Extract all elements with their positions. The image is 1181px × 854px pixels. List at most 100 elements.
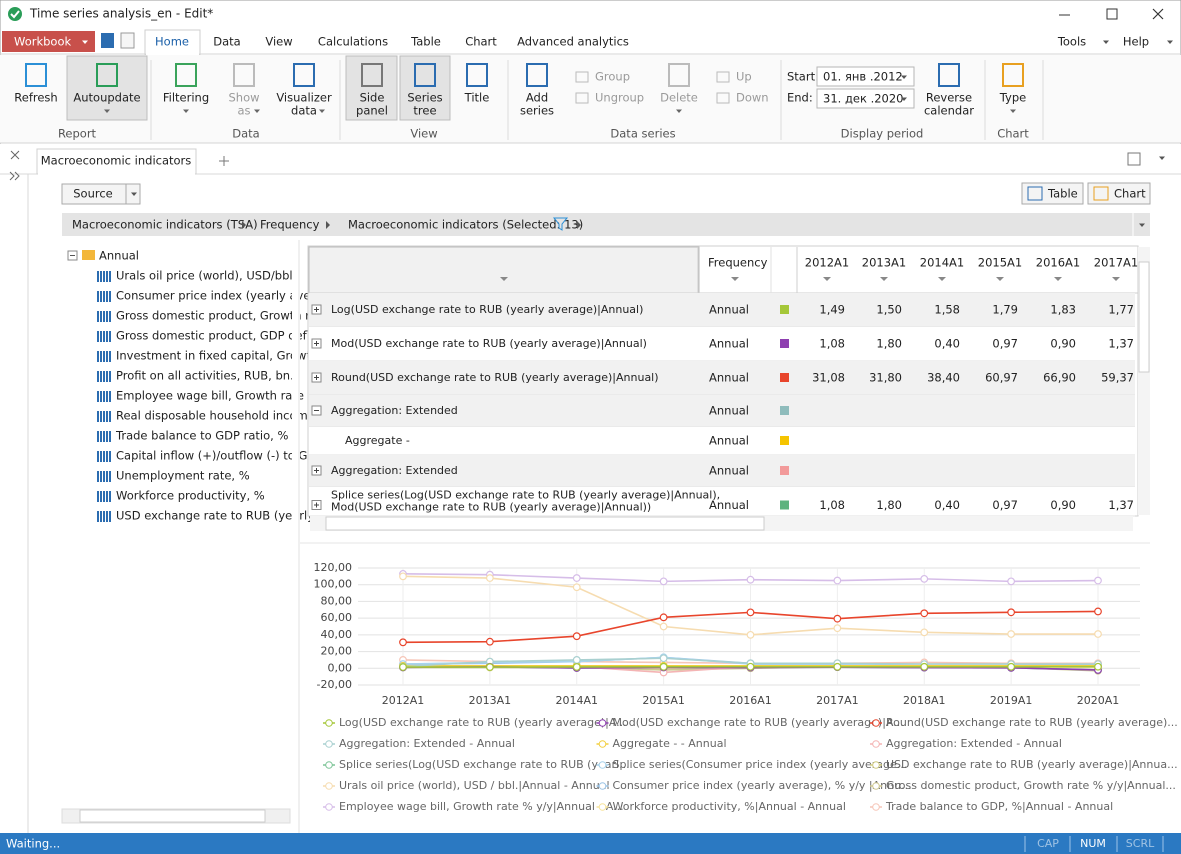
column-header[interactable]: 2016A1 <box>1036 256 1080 270</box>
tree-item[interactable]: Workforce productivity, % <box>116 489 265 503</box>
legend-label[interactable]: Splice series(Consumer price index (year… <box>613 758 908 771</box>
legend-label[interactable]: Aggregate - - Annual <box>613 737 727 750</box>
ribbon-button[interactable]: Filtering <box>163 91 209 105</box>
button-icon <box>466 63 488 87</box>
row-name[interactable]: Mod(USD exchange rate to RUB (yearly ave… <box>331 337 647 350</box>
close-panel[interactable] <box>10 150 20 160</box>
row-name[interactable]: Mod(USD exchange rate to RUB (yearly ave… <box>331 501 651 514</box>
tree-item[interactable]: Trade balance to GDP ratio, % <box>115 429 288 443</box>
workbook-button[interactable] <box>2 31 95 52</box>
legend-label[interactable]: Workforce productivity, %|Annual - Annua… <box>613 800 846 813</box>
column-filter <box>1054 277 1062 281</box>
tree-item[interactable]: Capital inflow (+)/outflow (-) to GI <box>116 449 311 463</box>
legend-label[interactable]: Employee wage bill, Growth rate % y/y|An… <box>339 800 624 813</box>
tree-item[interactable]: Employee wage bill, Growth rate % <box>116 389 319 403</box>
tree-item[interactable]: Gross domestic product, GDP defl <box>116 329 310 343</box>
legend-label[interactable]: Round(USD exchange rate to RUB (yearly a… <box>886 716 1178 729</box>
ribbon-button[interactable]: Refresh <box>14 91 57 105</box>
ribbon-tab[interactable]: Advanced analytics <box>517 35 629 49</box>
legend-label[interactable]: Mod(USD exchange rate to RUB (yearly ave… <box>613 716 904 729</box>
tree-node[interactable]: Annual <box>99 249 139 263</box>
breadcrumb-item[interactable]: Macroeconomic indicators (TSA) <box>72 218 258 232</box>
workbook-label[interactable]: Workbook <box>14 35 71 49</box>
tree-item[interactable]: Profit on all activities, RUB, bn. <box>116 369 294 383</box>
legend-label[interactable]: USD exchange rate to RUB (yearly average… <box>886 758 1178 771</box>
ribbon-button[interactable]: Delete <box>660 91 698 105</box>
ribbon-button[interactable]: panel <box>356 104 388 118</box>
legend-label[interactable]: Urals oil price (world), USD / bbl.|Annu… <box>339 779 610 792</box>
row-name[interactable]: Aggregation: Extended <box>331 464 458 477</box>
tree-item[interactable]: Unemployment rate, % <box>116 469 250 483</box>
legend-label[interactable]: Aggregation: Extended - Annual <box>339 737 515 750</box>
ribbon-small-button[interactable]: Up <box>736 70 752 84</box>
ribbon-button[interactable]: Title <box>464 91 490 105</box>
ribbon-button[interactable]: Autoupdate <box>73 91 140 105</box>
ribbon-button[interactable]: Show <box>228 91 259 105</box>
legend-label[interactable]: Trade balance to GDP, %|Annual - Annual <box>885 800 1113 813</box>
row-name[interactable]: Aggregate - <box>345 434 410 447</box>
ribbon-button[interactable]: Visualizer <box>276 91 332 105</box>
legend-label[interactable]: Consumer price index (yearly average), %… <box>613 779 912 792</box>
date-combo[interactable] <box>816 88 915 109</box>
column-header[interactable]: Frequency <box>708 256 768 270</box>
date-combo[interactable] <box>816 66 915 87</box>
row-name[interactable]: Splice series(Log(USD exchange rate to R… <box>331 489 720 502</box>
tree-item[interactable]: Real disposable household incom <box>116 409 308 423</box>
row-name[interactable]: Log(USD exchange rate to RUB (yearly ave… <box>331 303 643 316</box>
ribbon-small-button[interactable]: Ungroup <box>595 91 644 105</box>
filter-icon[interactable] <box>552 217 569 231</box>
ribbon-small-button[interactable]: Group <box>595 70 630 84</box>
dropdown-arrow <box>901 75 907 79</box>
document-tab-label[interactable]: Macroeconomic indicators <box>41 154 192 168</box>
column-header[interactable]: 2017A1 <box>1094 256 1138 270</box>
menu-item[interactable]: Help <box>1123 35 1149 49</box>
legend-label[interactable]: Aggregation: Extended - Annual <box>886 737 1062 750</box>
ribbon-tab[interactable]: Data <box>213 35 240 49</box>
expand-panel[interactable] <box>9 171 20 181</box>
ribbon-button[interactable]: Type <box>999 91 1026 105</box>
row-name[interactable]: Round(USD exchange rate to RUB (yearly a… <box>331 371 659 384</box>
ribbon-tab[interactable]: Home <box>155 35 189 49</box>
menu-item[interactable]: Tools <box>1057 35 1086 49</box>
ribbon-button[interactable]: Side <box>360 91 385 105</box>
ribbon-button[interactable]: Reverse <box>926 91 972 105</box>
column-header[interactable]: 2013A1 <box>862 256 906 270</box>
breadcrumb-item[interactable]: Frequency <box>260 218 320 232</box>
grid-row <box>309 395 1135 427</box>
date-value[interactable]: 01. янв .2012 <box>823 70 903 84</box>
legend-label[interactable]: Splice series(Log(USD exchange rate to R… <box>339 758 630 771</box>
date-value[interactable]: 31. дек .2020 <box>823 92 904 106</box>
data-point <box>746 575 755 584</box>
legend-label[interactable]: Log(USD exchange rate to RUB (yearly ave… <box>339 716 627 729</box>
breadcrumb-item[interactable]: Macroeconomic indicators (Selected: 13) <box>348 218 583 232</box>
add-tab[interactable] <box>219 156 229 166</box>
ribbon-button[interactable]: calendar <box>924 104 974 118</box>
ribbon-button[interactable]: tree <box>413 104 436 118</box>
ribbon-button[interactable]: as <box>237 104 250 118</box>
ribbon-tab[interactable]: Table <box>410 35 441 49</box>
ribbon-small-button[interactable]: Down <box>736 91 769 105</box>
tree-item[interactable]: Urals oil price (world), USD/bbl. <box>116 269 296 283</box>
column-header[interactable]: 2012A1 <box>805 256 849 270</box>
tree-item[interactable]: Investment in fixed capital, Growtl <box>116 349 314 363</box>
ribbon-tab[interactable]: Calculations <box>318 35 388 49</box>
legend-label[interactable]: Gross domestic product, Growth rate % y/… <box>886 779 1176 792</box>
ribbon-button[interactable]: series <box>520 104 554 118</box>
close-button[interactable] <box>1152 8 1164 20</box>
column-header[interactable]: 2015A1 <box>978 256 1022 270</box>
tree-item[interactable]: USD exchange rate to RUB (yearly <box>116 509 314 523</box>
row-name[interactable]: Aggregation: Extended <box>331 404 458 417</box>
view-button-label[interactable]: Chart <box>1114 187 1146 201</box>
ribbon-button[interactable]: Add <box>526 91 548 105</box>
ribbon-tab[interactable]: View <box>265 35 292 49</box>
tree-item[interactable]: Consumer price index (yearly avera <box>116 289 322 303</box>
ribbon-tab[interactable]: Chart <box>465 35 497 49</box>
ribbon-button[interactable]: data <box>291 104 317 118</box>
ribbon-button[interactable]: Series <box>407 91 442 105</box>
column-header[interactable]: 2014A1 <box>920 256 964 270</box>
source-label[interactable]: Source <box>73 187 113 201</box>
tree-item[interactable]: Gross domestic product, Growth r <box>116 309 310 323</box>
view-button-label[interactable]: Table <box>1047 187 1078 201</box>
panel <box>146 53 199 56</box>
period-label: End: <box>787 91 813 105</box>
